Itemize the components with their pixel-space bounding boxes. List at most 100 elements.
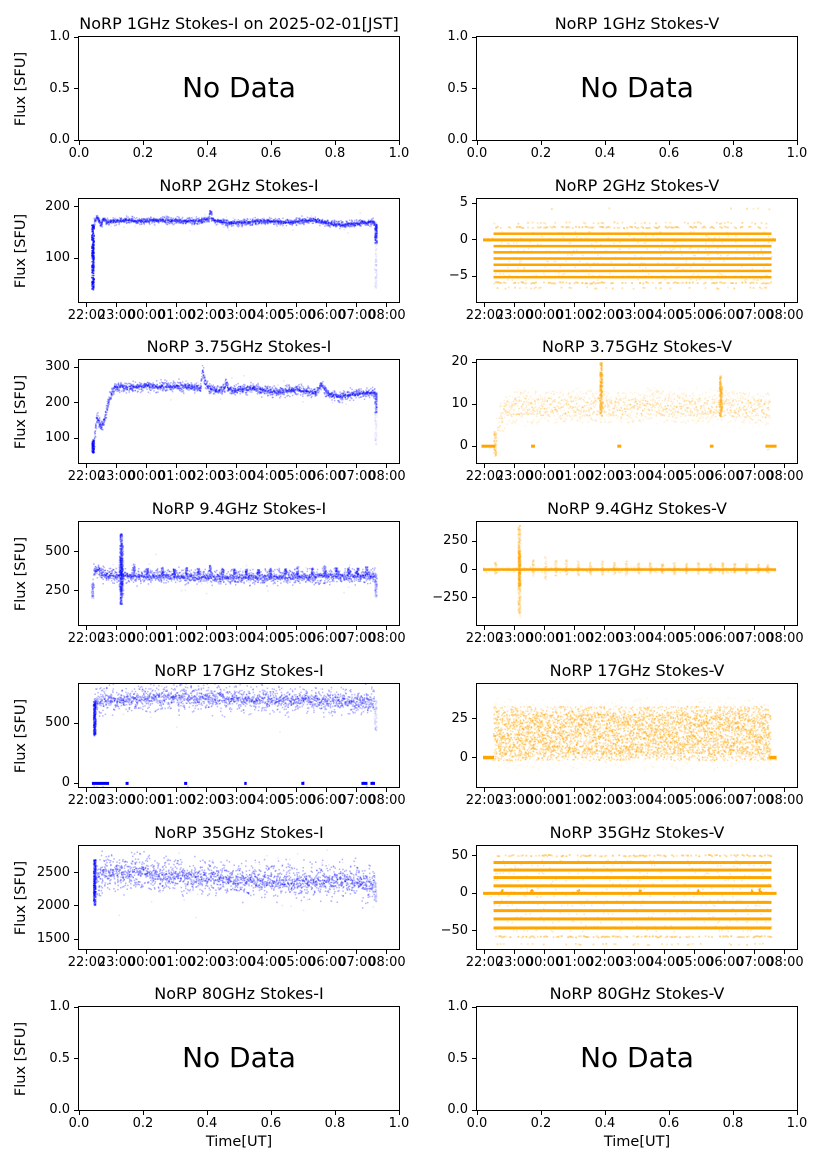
x-tick-label: 23:00 <box>495 469 534 484</box>
x-tick-mark <box>236 788 238 792</box>
plot-area <box>476 359 798 464</box>
x-tick-label: 05:00 <box>676 308 714 323</box>
x-tick-label: 1.0 <box>786 146 808 161</box>
x-tick-label: 0.2 <box>530 1116 552 1131</box>
plot-area <box>476 1006 798 1111</box>
y-tick-label: 5 <box>459 195 468 211</box>
x-tick-mark <box>484 626 485 630</box>
y-tick-mark <box>472 36 476 38</box>
plot-area <box>78 1006 400 1111</box>
x-tick-mark <box>634 788 636 792</box>
x-tick-label: 0.2 <box>132 1116 154 1131</box>
y-axis-label: Flux [SFU] <box>13 213 29 288</box>
x-tick-label: 0.0 <box>466 1116 488 1131</box>
x-tick-label: 02:00 <box>187 469 226 484</box>
x-tick-label: 04:00 <box>248 631 286 646</box>
x-tick-label: 01:00 <box>555 955 594 970</box>
x-tick-label: 06:00 <box>706 955 744 970</box>
x-tick-label: 22:00 <box>465 308 504 323</box>
y-tick-label: 25 <box>451 710 468 726</box>
x-tick-label: 0.2 <box>132 146 154 161</box>
x-tick-label: 02:00 <box>187 955 226 970</box>
x-tick-mark <box>386 303 388 307</box>
x-tick-label: 23:00 <box>97 308 136 323</box>
plot-area <box>476 198 798 303</box>
panel-title: NoRP 80GHz Stokes-I <box>154 984 324 1003</box>
x-tick-mark <box>574 464 576 468</box>
x-tick-label: 07:00 <box>338 469 376 484</box>
x-tick-mark <box>146 464 148 468</box>
y-tick-label: 250 <box>443 533 468 549</box>
x-tick-label: 23:00 <box>495 955 534 970</box>
x-tick-mark <box>664 950 666 954</box>
x-tick-label: 04:00 <box>248 469 286 484</box>
x-tick-label: 02:00 <box>585 793 624 808</box>
x-tick-mark <box>86 464 87 468</box>
x-tick-label: 0.4 <box>594 146 616 161</box>
x-tick-mark <box>176 788 178 792</box>
x-tick-label: 06:00 <box>308 793 346 808</box>
x-tick-mark <box>754 788 756 792</box>
y-tick-mark <box>74 88 78 89</box>
y-tick-label: 0.0 <box>447 132 468 147</box>
x-tick-mark <box>754 950 756 954</box>
plot-area <box>78 359 400 464</box>
x-tick-mark <box>754 303 756 307</box>
x-tick-label: 08:00 <box>766 469 804 484</box>
x-tick-label: 02:00 <box>187 631 226 646</box>
x-tick-mark <box>694 950 696 954</box>
x-tick-mark <box>544 788 546 792</box>
x-tick-label: 0.6 <box>260 1116 282 1131</box>
x-tick-mark <box>296 788 298 792</box>
x-tick-mark <box>86 950 87 954</box>
x-tick-mark <box>484 950 485 954</box>
x-tick-mark <box>326 950 328 954</box>
scatter-canvas-norp-35ghz-stokes-v <box>477 846 797 949</box>
y-tick-mark <box>74 722 78 724</box>
x-tick-mark <box>574 303 576 307</box>
y-axis-label: Flux [SFU] <box>13 51 29 126</box>
x-tick-label: 00:00 <box>525 793 564 808</box>
no-data-annotation: No Data <box>580 70 694 104</box>
x-tick-mark <box>514 626 516 630</box>
x-tick-label: 0.0 <box>68 1116 90 1131</box>
x-tick-label: 02:00 <box>585 955 624 970</box>
x-tick-label: 06:00 <box>706 793 744 808</box>
x-tick-mark <box>116 303 118 307</box>
y-tick-mark <box>472 1058 476 1059</box>
x-tick-label: 0.4 <box>196 1116 218 1131</box>
y-tick-label: 100 <box>45 430 70 446</box>
x-tick-mark <box>86 788 87 792</box>
x-tick-mark <box>356 303 358 307</box>
x-tick-label: 22:00 <box>67 631 106 646</box>
x-tick-mark <box>334 141 336 145</box>
x-tick-mark <box>484 303 485 307</box>
y-tick-mark <box>472 569 476 571</box>
x-tick-mark <box>694 626 696 630</box>
x-tick-label: 00:00 <box>525 955 564 970</box>
x-tick-label: 07:00 <box>736 793 774 808</box>
plot-area <box>476 36 798 141</box>
y-tick-mark <box>472 1109 476 1111</box>
y-tick-mark <box>74 905 78 907</box>
x-tick-mark <box>724 626 726 630</box>
x-tick-mark <box>206 950 208 954</box>
x-tick-mark <box>604 303 606 307</box>
y-tick-label: 0.5 <box>49 80 70 96</box>
x-tick-label: 03:00 <box>616 469 654 484</box>
y-tick-label: 1500 <box>36 931 70 947</box>
y-tick-mark <box>74 551 78 553</box>
y-tick-mark <box>472 202 476 204</box>
y-tick-mark <box>472 239 476 241</box>
scatter-canvas-norp-17ghz-stokes-i <box>79 684 399 787</box>
x-tick-mark <box>206 141 208 145</box>
x-tick-mark <box>206 788 208 792</box>
plot-area <box>476 521 798 626</box>
x-tick-label: 01:00 <box>157 955 196 970</box>
x-tick-label: 1.0 <box>388 1116 410 1131</box>
x-tick-label: 22:00 <box>465 955 504 970</box>
y-tick-mark <box>74 872 78 874</box>
x-tick-mark <box>146 626 148 630</box>
y-tick-mark <box>74 257 78 259</box>
x-tick-mark <box>116 788 118 792</box>
